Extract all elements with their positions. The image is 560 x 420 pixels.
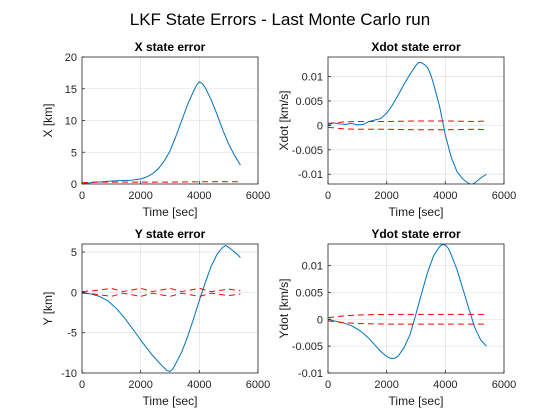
ydot-state-error-x-axis-label: Time [sec] xyxy=(389,394,444,408)
y-tick-label: 20 xyxy=(65,52,77,64)
xdot-state-error-axes-box xyxy=(327,56,505,185)
x-tick-label: 6000 xyxy=(492,190,516,202)
x-tick-label: 4000 xyxy=(187,190,211,202)
y-tick-label: 0.005 xyxy=(295,287,323,299)
x-tick-label: 4000 xyxy=(433,190,457,202)
y-state-error-title: Y state error xyxy=(135,227,206,241)
ydot-state-error-error-line xyxy=(328,244,487,359)
x-tick-label: 2000 xyxy=(128,190,152,202)
y-tick-label: 0 xyxy=(317,120,323,132)
y-tick-label: 15 xyxy=(65,84,77,96)
ydot-state-error-axes-box xyxy=(327,243,505,374)
xdot-state-error-subplot: 0 2000 4000 6000 -0.01 -0.005 0 0.005 0.01 Xdot s… xyxy=(277,40,516,219)
y-state-error-series-group xyxy=(82,245,241,372)
y-state-error-x-axis-label: Time [sec] xyxy=(143,394,198,408)
x-state-error-subplot: 0 2000 4000 6000 0 5 10 15 20 X state error Time [… xyxy=(41,40,270,219)
ydot-state-error-subplot: 0 2000 4000 6000 -0.01 -0.005 0 0.005 0.01 Ydot s… xyxy=(277,227,516,408)
xdot-state-error-y-axis-label: Xdot [km/s] xyxy=(277,90,291,150)
x-state-error-x-axis-label: Time [sec] xyxy=(143,205,198,219)
y-state-error-upper-bound-line xyxy=(82,287,241,293)
x-state-error-upper-bound-line xyxy=(82,181,241,184)
y-state-error-error-line xyxy=(82,245,241,372)
x-state-error-series-group xyxy=(82,81,241,186)
y-tick-label: -0.005 xyxy=(292,341,323,353)
ydot-state-error-series-group xyxy=(328,244,487,359)
y-tick-label: 0.005 xyxy=(295,96,323,108)
x-tick-label: 0 xyxy=(325,379,331,391)
x-tick-label: 2000 xyxy=(374,379,398,391)
xdot-state-error-series-group xyxy=(328,61,487,184)
subplot-grid: 0 2000 4000 6000 0 5 10 15 20 X state error Time [… xyxy=(41,40,516,408)
y-tick-label: 5 xyxy=(71,147,77,159)
x-tick-label: 0 xyxy=(325,190,331,202)
x-tick-label: 2000 xyxy=(128,379,152,391)
x-tick-label: 4000 xyxy=(187,379,211,391)
y-state-error-lower-bound-line xyxy=(82,292,241,297)
y-state-error-y-axis-label: Y [km] xyxy=(41,292,55,326)
xdot-state-error-x-axis-label: Time [sec] xyxy=(389,205,444,219)
y-tick-label: 0.01 xyxy=(302,261,323,273)
x-state-error-title: X state error xyxy=(135,40,206,54)
xdot-state-error-title: Xdot state error xyxy=(371,40,461,54)
y-tick-label: 0 xyxy=(71,179,77,191)
figure-title: LKF State Errors - Last Monte Carlo run xyxy=(130,10,430,29)
y-tick-label: -5 xyxy=(67,328,77,340)
y-tick-label: 10 xyxy=(65,116,77,128)
xdot-state-error-error-line xyxy=(328,61,487,184)
ydot-state-error-title: Ydot state error xyxy=(371,227,461,241)
y-tick-label: 0.01 xyxy=(302,72,323,84)
ydot-state-error-y-axis-label: Ydot [km/s] xyxy=(277,278,291,338)
xdot-state-error-lower-bound-line xyxy=(328,126,487,131)
y-tick-label: -0.01 xyxy=(298,368,323,380)
y-tick-label: -0.01 xyxy=(298,169,323,181)
y-tick-label: -10 xyxy=(61,368,77,380)
ydot-state-error-lower-bound-line xyxy=(328,320,487,325)
x-tick-label: 0 xyxy=(79,379,85,391)
x-tick-label: 0 xyxy=(79,190,85,202)
x-tick-label: 6000 xyxy=(246,190,270,202)
ydot-state-error-upper-bound-line xyxy=(328,313,487,319)
y-tick-label: -0.005 xyxy=(292,145,323,157)
y-state-error-axes-box xyxy=(81,243,259,374)
y-tick-label: 0 xyxy=(317,314,323,326)
x-state-error-y-axis-label: X [km] xyxy=(41,103,55,137)
x-tick-label: 6000 xyxy=(492,379,516,391)
xdot-state-error-upper-bound-line xyxy=(328,120,487,124)
x-state-error-lower-bound-line xyxy=(82,185,240,186)
x-tick-label: 2000 xyxy=(374,190,398,202)
x-tick-label: 4000 xyxy=(433,379,457,391)
y-tick-label: 0 xyxy=(71,287,77,299)
x-tick-label: 6000 xyxy=(246,379,270,391)
x-state-error-error-line xyxy=(82,81,241,184)
y-state-error-subplot: 0 2000 4000 6000 -10 -5 0 5 Y state error Time [s… xyxy=(41,227,270,408)
y-tick-label: 5 xyxy=(71,247,77,259)
